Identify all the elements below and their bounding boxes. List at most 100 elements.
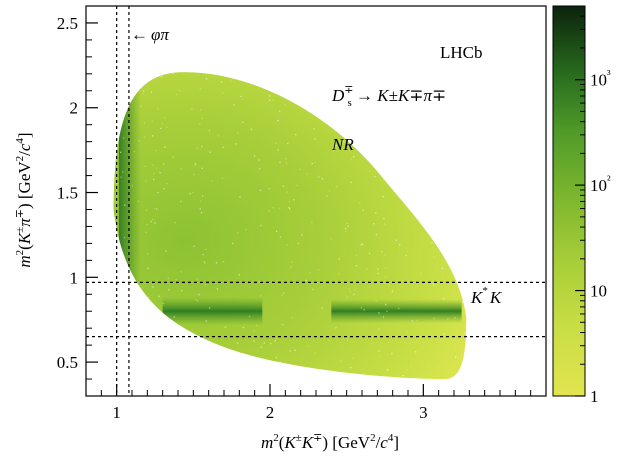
speck: [189, 192, 191, 195]
speck: [317, 269, 320, 271]
speck: [279, 161, 281, 164]
speck: [180, 168, 182, 170]
speck: [215, 262, 218, 264]
speck: [289, 350, 291, 352]
speck: [278, 363, 281, 365]
speck: [114, 134, 116, 136]
speck: [168, 289, 170, 291]
speck: [160, 76, 163, 78]
speck: [385, 303, 387, 306]
speck: [175, 279, 177, 281]
speck: [386, 369, 389, 371]
speck: [123, 236, 126, 239]
speck: [321, 307, 323, 309]
speck: [242, 98, 244, 100]
speck: [296, 184, 298, 187]
speck: [255, 324, 258, 327]
speck: [211, 359, 213, 361]
speck: [198, 293, 200, 296]
speck: [253, 330, 255, 332]
speck: [149, 354, 151, 357]
speck: [345, 230, 347, 233]
speck: [201, 117, 203, 120]
speck: [205, 320, 207, 322]
speck: [239, 196, 241, 198]
speck: [350, 181, 352, 184]
speck: [138, 140, 140, 142]
speck: [369, 170, 371, 172]
speck: [283, 75, 285, 77]
speck: [150, 91, 153, 93]
speck: [287, 142, 289, 144]
speck: [167, 337, 169, 340]
speck: [147, 253, 149, 255]
speck: [415, 351, 417, 353]
speck: [307, 345, 309, 347]
speck: [461, 208, 463, 211]
speck: [381, 251, 383, 253]
speck: [199, 208, 201, 210]
speck: [221, 177, 224, 179]
speck: [395, 113, 397, 115]
speck: [272, 99, 274, 102]
speck: [144, 165, 146, 168]
x-tick-label: 2: [266, 403, 275, 422]
speck: [152, 164, 154, 166]
speck: [277, 149, 279, 151]
speck: [379, 79, 381, 81]
speck: [386, 310, 388, 312]
speck: [180, 271, 182, 273]
speck: [384, 276, 387, 278]
speck: [275, 368, 277, 371]
speck: [152, 135, 154, 137]
speck: [455, 334, 457, 336]
speck: [373, 223, 375, 225]
speck: [448, 72, 450, 74]
speck: [220, 81, 223, 83]
speck: [245, 228, 247, 231]
speck: [282, 323, 284, 326]
speck: [260, 295, 262, 297]
speck: [199, 123, 201, 125]
speck: [174, 222, 176, 224]
speck: [126, 268, 128, 270]
speck: [291, 261, 293, 263]
speck: [119, 309, 121, 311]
speck: [113, 221, 115, 223]
speck: [452, 207, 454, 210]
speck: [197, 300, 199, 302]
speck: [288, 206, 290, 209]
speck: [413, 81, 415, 83]
speck: [391, 291, 393, 293]
phi-pi-band: [118, 72, 141, 379]
speck: [176, 93, 178, 96]
speck: [222, 146, 224, 148]
speck: [264, 364, 266, 366]
speck: [140, 105, 142, 108]
speck: [213, 72, 215, 74]
speck: [433, 132, 435, 134]
speck: [162, 302, 165, 305]
speck: [350, 367, 352, 369]
speck: [285, 158, 287, 160]
speck: [117, 251, 119, 253]
dalitz-region: [113, 72, 467, 379]
speck: [222, 92, 224, 94]
speck: [378, 328, 380, 330]
speck: [224, 326, 226, 328]
speck: [277, 119, 279, 122]
speck: [166, 126, 168, 129]
speck: [114, 200, 116, 203]
speck: [321, 178, 324, 180]
nr-label: NR: [331, 135, 354, 154]
speck: [406, 369, 408, 371]
speck: [149, 340, 151, 342]
speck: [281, 294, 283, 296]
speck: [164, 117, 166, 119]
speck: [335, 327, 337, 329]
speck: [462, 274, 465, 276]
speck: [406, 126, 408, 129]
speck: [390, 157, 392, 160]
speck: [429, 153, 431, 155]
speck: [343, 113, 346, 116]
